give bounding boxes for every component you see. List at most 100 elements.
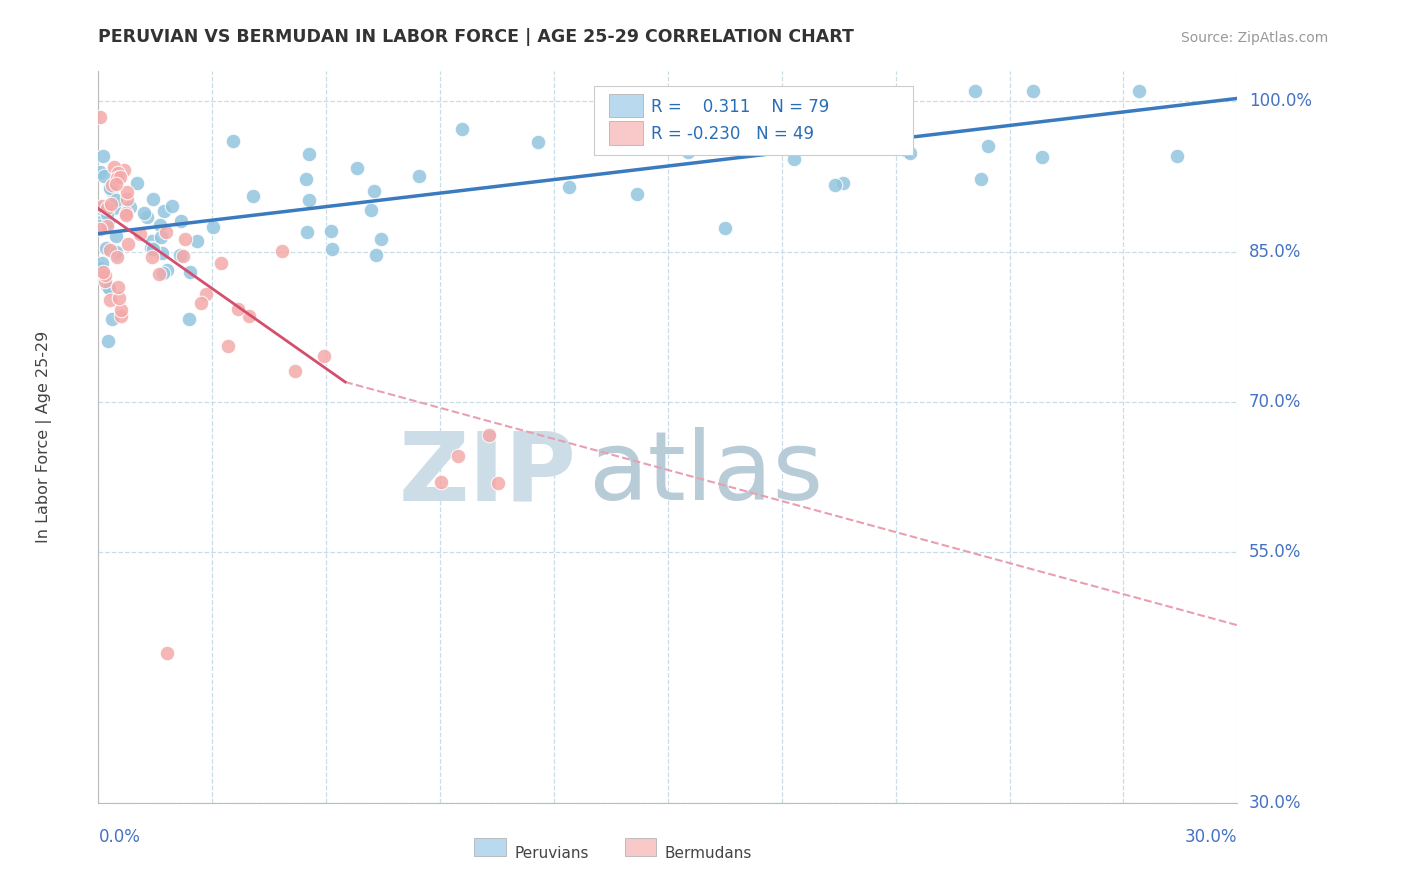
Point <box>977 138 1000 153</box>
Point <box>103 201 125 215</box>
Point <box>136 210 159 224</box>
Point <box>93 211 115 226</box>
Point <box>152 266 174 280</box>
Point <box>89 260 111 275</box>
Point <box>100 196 122 211</box>
Point <box>105 197 128 211</box>
Point <box>142 192 165 206</box>
Point <box>91 149 114 163</box>
Text: 30.0%: 30.0% <box>1249 794 1301 812</box>
Point <box>1022 84 1045 98</box>
FancyBboxPatch shape <box>609 94 643 118</box>
Point <box>115 192 138 206</box>
Point <box>170 214 193 228</box>
Point <box>832 176 855 190</box>
Point <box>626 187 648 202</box>
FancyBboxPatch shape <box>474 838 506 856</box>
Point <box>177 312 200 326</box>
Point <box>101 178 124 192</box>
Point <box>139 241 162 255</box>
Point <box>963 84 986 98</box>
Point <box>217 338 239 352</box>
Point <box>179 264 201 278</box>
Point <box>101 312 124 326</box>
Point <box>295 225 318 239</box>
Point <box>96 278 118 293</box>
Point <box>156 263 179 277</box>
Point <box>824 178 846 192</box>
Point <box>98 243 121 257</box>
FancyBboxPatch shape <box>593 86 912 155</box>
Point <box>298 147 321 161</box>
Point <box>105 250 128 264</box>
Point <box>828 102 851 116</box>
Point <box>141 250 163 264</box>
Point <box>149 230 172 244</box>
Point <box>97 200 120 214</box>
Point <box>714 221 737 235</box>
Point <box>297 193 319 207</box>
Point <box>112 163 135 178</box>
Point <box>89 201 111 215</box>
Point <box>1128 84 1150 98</box>
Point <box>89 165 111 179</box>
Point <box>90 198 112 212</box>
Text: 70.0%: 70.0% <box>1249 393 1301 411</box>
Point <box>110 310 132 324</box>
Point <box>97 281 120 295</box>
Point <box>104 229 127 244</box>
Point <box>295 171 318 186</box>
Point <box>153 203 176 218</box>
Point <box>87 219 110 233</box>
Point <box>486 475 509 490</box>
Text: Bermudans: Bermudans <box>665 846 752 861</box>
Point <box>108 170 131 185</box>
Point <box>271 244 294 259</box>
Point <box>129 227 152 242</box>
Point <box>104 193 127 207</box>
Point <box>222 134 245 148</box>
Point <box>94 268 117 282</box>
Text: 85.0%: 85.0% <box>1249 243 1301 260</box>
Text: 30.0%: 30.0% <box>1185 828 1237 846</box>
Point <box>195 287 218 301</box>
Text: Peruvians: Peruvians <box>515 846 589 861</box>
Text: 100.0%: 100.0% <box>1249 93 1312 111</box>
Point <box>478 428 501 442</box>
Point <box>155 225 177 239</box>
Point <box>226 302 249 317</box>
Point <box>447 449 470 463</box>
Point <box>160 199 183 213</box>
Point <box>93 274 115 288</box>
Point <box>94 241 117 255</box>
Point <box>201 220 224 235</box>
Point <box>98 180 121 194</box>
Text: ZIP: ZIP <box>399 427 576 520</box>
Point <box>186 234 208 248</box>
Point <box>107 166 129 180</box>
Point <box>148 267 170 281</box>
Point <box>103 161 125 175</box>
Point <box>117 237 139 252</box>
Text: 55.0%: 55.0% <box>1249 543 1301 561</box>
Point <box>125 176 148 190</box>
Point <box>430 475 453 489</box>
FancyBboxPatch shape <box>624 838 657 856</box>
FancyBboxPatch shape <box>609 121 643 145</box>
Point <box>96 201 118 215</box>
Point <box>169 248 191 262</box>
Point <box>346 161 368 176</box>
Point <box>141 234 163 248</box>
Point <box>408 169 430 184</box>
Point <box>312 349 335 363</box>
Text: PERUVIAN VS BERMUDAN IN LABOR FORCE | AGE 25-29 CORRELATION CHART: PERUVIAN VS BERMUDAN IN LABOR FORCE | AG… <box>98 29 855 46</box>
Point <box>363 185 385 199</box>
Point <box>132 206 155 220</box>
Text: R =    0.311    N = 79: R = 0.311 N = 79 <box>651 98 830 117</box>
Point <box>238 309 260 323</box>
Point <box>321 224 343 238</box>
Point <box>676 145 699 159</box>
Text: atlas: atlas <box>588 427 824 520</box>
Point <box>96 219 118 233</box>
Point <box>93 169 115 183</box>
